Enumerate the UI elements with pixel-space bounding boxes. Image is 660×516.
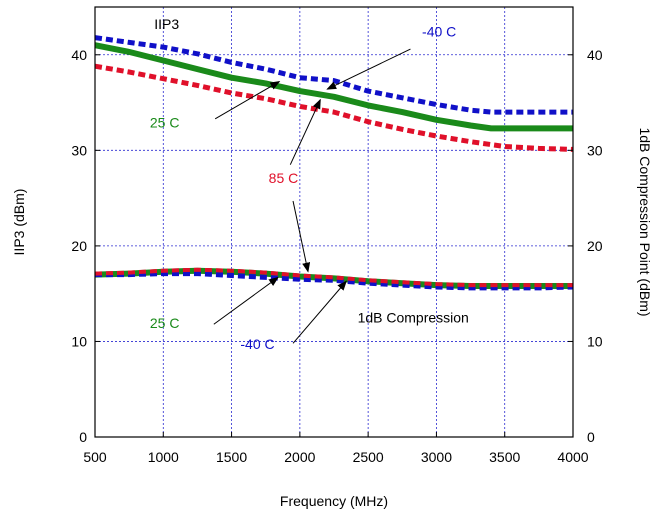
- x-tick-label: 1500: [216, 449, 247, 465]
- y-axis-title-right: 1dB Compression Point (dBm): [637, 127, 653, 316]
- label-comp-cold-arrow: [292, 280, 347, 344]
- y-tick-label-right: 0: [587, 429, 595, 445]
- series-line-iip3-hot: [94, 63, 574, 152]
- x-axis-title: Frequency (MHz): [280, 493, 388, 509]
- y-axis-title-left: IIP3 (dBm): [11, 189, 27, 256]
- y-tick-label-left: 20: [71, 238, 87, 254]
- label-iip3-cold: -40 C: [422, 24, 456, 40]
- series-line-compression-hot: [94, 267, 573, 288]
- y-tick-label-right: 10: [587, 333, 603, 349]
- label-compression: 1dB Compression: [358, 309, 469, 325]
- label-comp-cold: -40 C: [240, 336, 274, 352]
- plot-frame: [94, 6, 574, 438]
- y-tick-label-left: 40: [71, 47, 87, 63]
- series-line-iip3-room: [94, 42, 573, 132]
- label-iip3-room-arrow: [214, 81, 281, 120]
- label-iip3-cold-arrow: [326, 48, 411, 90]
- x-tick-label: 2500: [353, 449, 384, 465]
- y-tick-label-left: 0: [79, 429, 87, 445]
- label-comp-room-arrow: [213, 276, 279, 325]
- x-tick-label: 2000: [284, 449, 315, 465]
- y-tick-label-left: 30: [71, 142, 87, 158]
- tick-marks: 500 1000 1500 2000 2500 3000 3500 4000 0 0 10 10 20 2…: [71, 47, 602, 465]
- label-iip3: IIP3: [154, 16, 179, 32]
- x-tick-label: 4000: [557, 449, 588, 465]
- x-tick-label: 3000: [421, 449, 452, 465]
- x-tick-label: 500: [83, 449, 107, 465]
- x-tick-label: 3500: [489, 449, 520, 465]
- label-comp-room: 25 C: [150, 315, 180, 331]
- label-iip3-room: 25 C: [150, 114, 180, 130]
- plot-area: [95, 7, 573, 437]
- y-tick-label-right: 30: [587, 142, 603, 158]
- series-line-compression-cold: [95, 271, 574, 291]
- y-tick-label-right: 20: [587, 238, 603, 254]
- label-hot-arrow: [292, 200, 311, 273]
- series-line-iip3-cold: [94, 35, 573, 115]
- x-tick-label: 1000: [148, 449, 179, 465]
- y-tick-label-right: 40: [587, 47, 603, 63]
- y-tick-label-left: 10: [71, 333, 87, 349]
- label-hot: 85 C: [269, 170, 299, 186]
- annotations: IIP3 -40 C 25 C 85 C 1dB Compression 25 C -40 …: [150, 16, 469, 352]
- label-hot-arrow: [289, 98, 321, 165]
- series-group: [94, 35, 574, 291]
